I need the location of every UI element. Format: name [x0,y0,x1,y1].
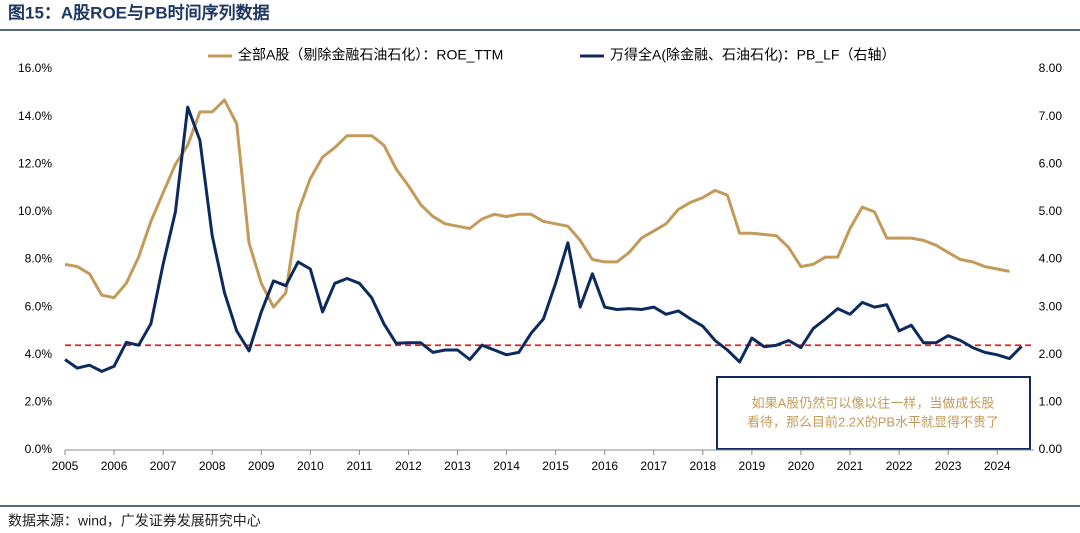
y2-tick-label: 4.00 [1039,252,1063,266]
y2-tick-label: 0.00 [1039,442,1063,456]
x-tick-label: 2006 [101,459,128,473]
x-tick-label: 2016 [591,459,618,473]
x-tick-label: 2007 [150,459,177,473]
x-tick-label: 2013 [444,459,471,473]
x-tick-label: 2012 [395,459,422,473]
series-line [64,98,1010,309]
x-tick-label: 2017 [640,459,667,473]
y-tick-label: 16.0% [18,61,52,75]
x-tick-label: 2024 [984,459,1011,473]
x-tick-label: 2021 [837,459,864,473]
x-tick-label: 2005 [52,459,79,473]
annotation-text: 看待，那么目前2.2X的PB水平就显得不贵了 [747,414,999,429]
series-line [64,105,1023,373]
chart-title: 图15：A股ROE与PB时间序列数据 [8,2,270,22]
y-tick-label: 4.0% [25,347,53,361]
x-tick-label: 2010 [297,459,324,473]
legend-label: 万得全A(除金融、石油石化)：PB_LF（右轴） [610,47,895,63]
x-tick-label: 2019 [739,459,766,473]
y2-tick-label: 3.00 [1039,299,1063,313]
x-tick-label: 2008 [199,459,226,473]
source: 数据来源：wind，广发证券发展研究中心 [8,513,261,529]
x-tick-label: 2020 [788,459,815,473]
y-tick-label: 0.0% [25,442,53,456]
x-tick-label: 2009 [248,459,275,473]
y-tick-label: 6.0% [25,299,53,313]
x-tick-label: 2023 [935,459,962,473]
x-tick-label: 2014 [493,459,520,473]
y-tick-label: 8.0% [25,252,53,266]
annotation-box [716,376,1031,450]
x-tick-label: 2018 [689,459,716,473]
y-tick-label: 2.0% [25,395,53,409]
y2-tick-label: 6.00 [1039,156,1063,170]
y2-tick-label: 7.00 [1039,109,1063,123]
y2-tick-label: 8.00 [1039,61,1063,75]
y2-tick-label: 1.00 [1039,395,1063,409]
y2-tick-label: 2.00 [1039,347,1063,361]
x-tick-label: 2022 [886,459,913,473]
y-tick-label: 10.0% [18,204,52,218]
x-tick-label: 2011 [346,459,372,473]
annotation-text: 如果A股仍然可以像以往一样，当做成长股 [752,395,995,410]
legend-label: 全部A股（剔除金融石油石化）：ROE_TTM [238,47,503,63]
y-tick-label: 12.0% [18,156,52,170]
y2-tick-label: 5.00 [1039,204,1063,218]
x-tick-label: 2015 [542,459,569,473]
y-tick-label: 14.0% [18,109,52,123]
